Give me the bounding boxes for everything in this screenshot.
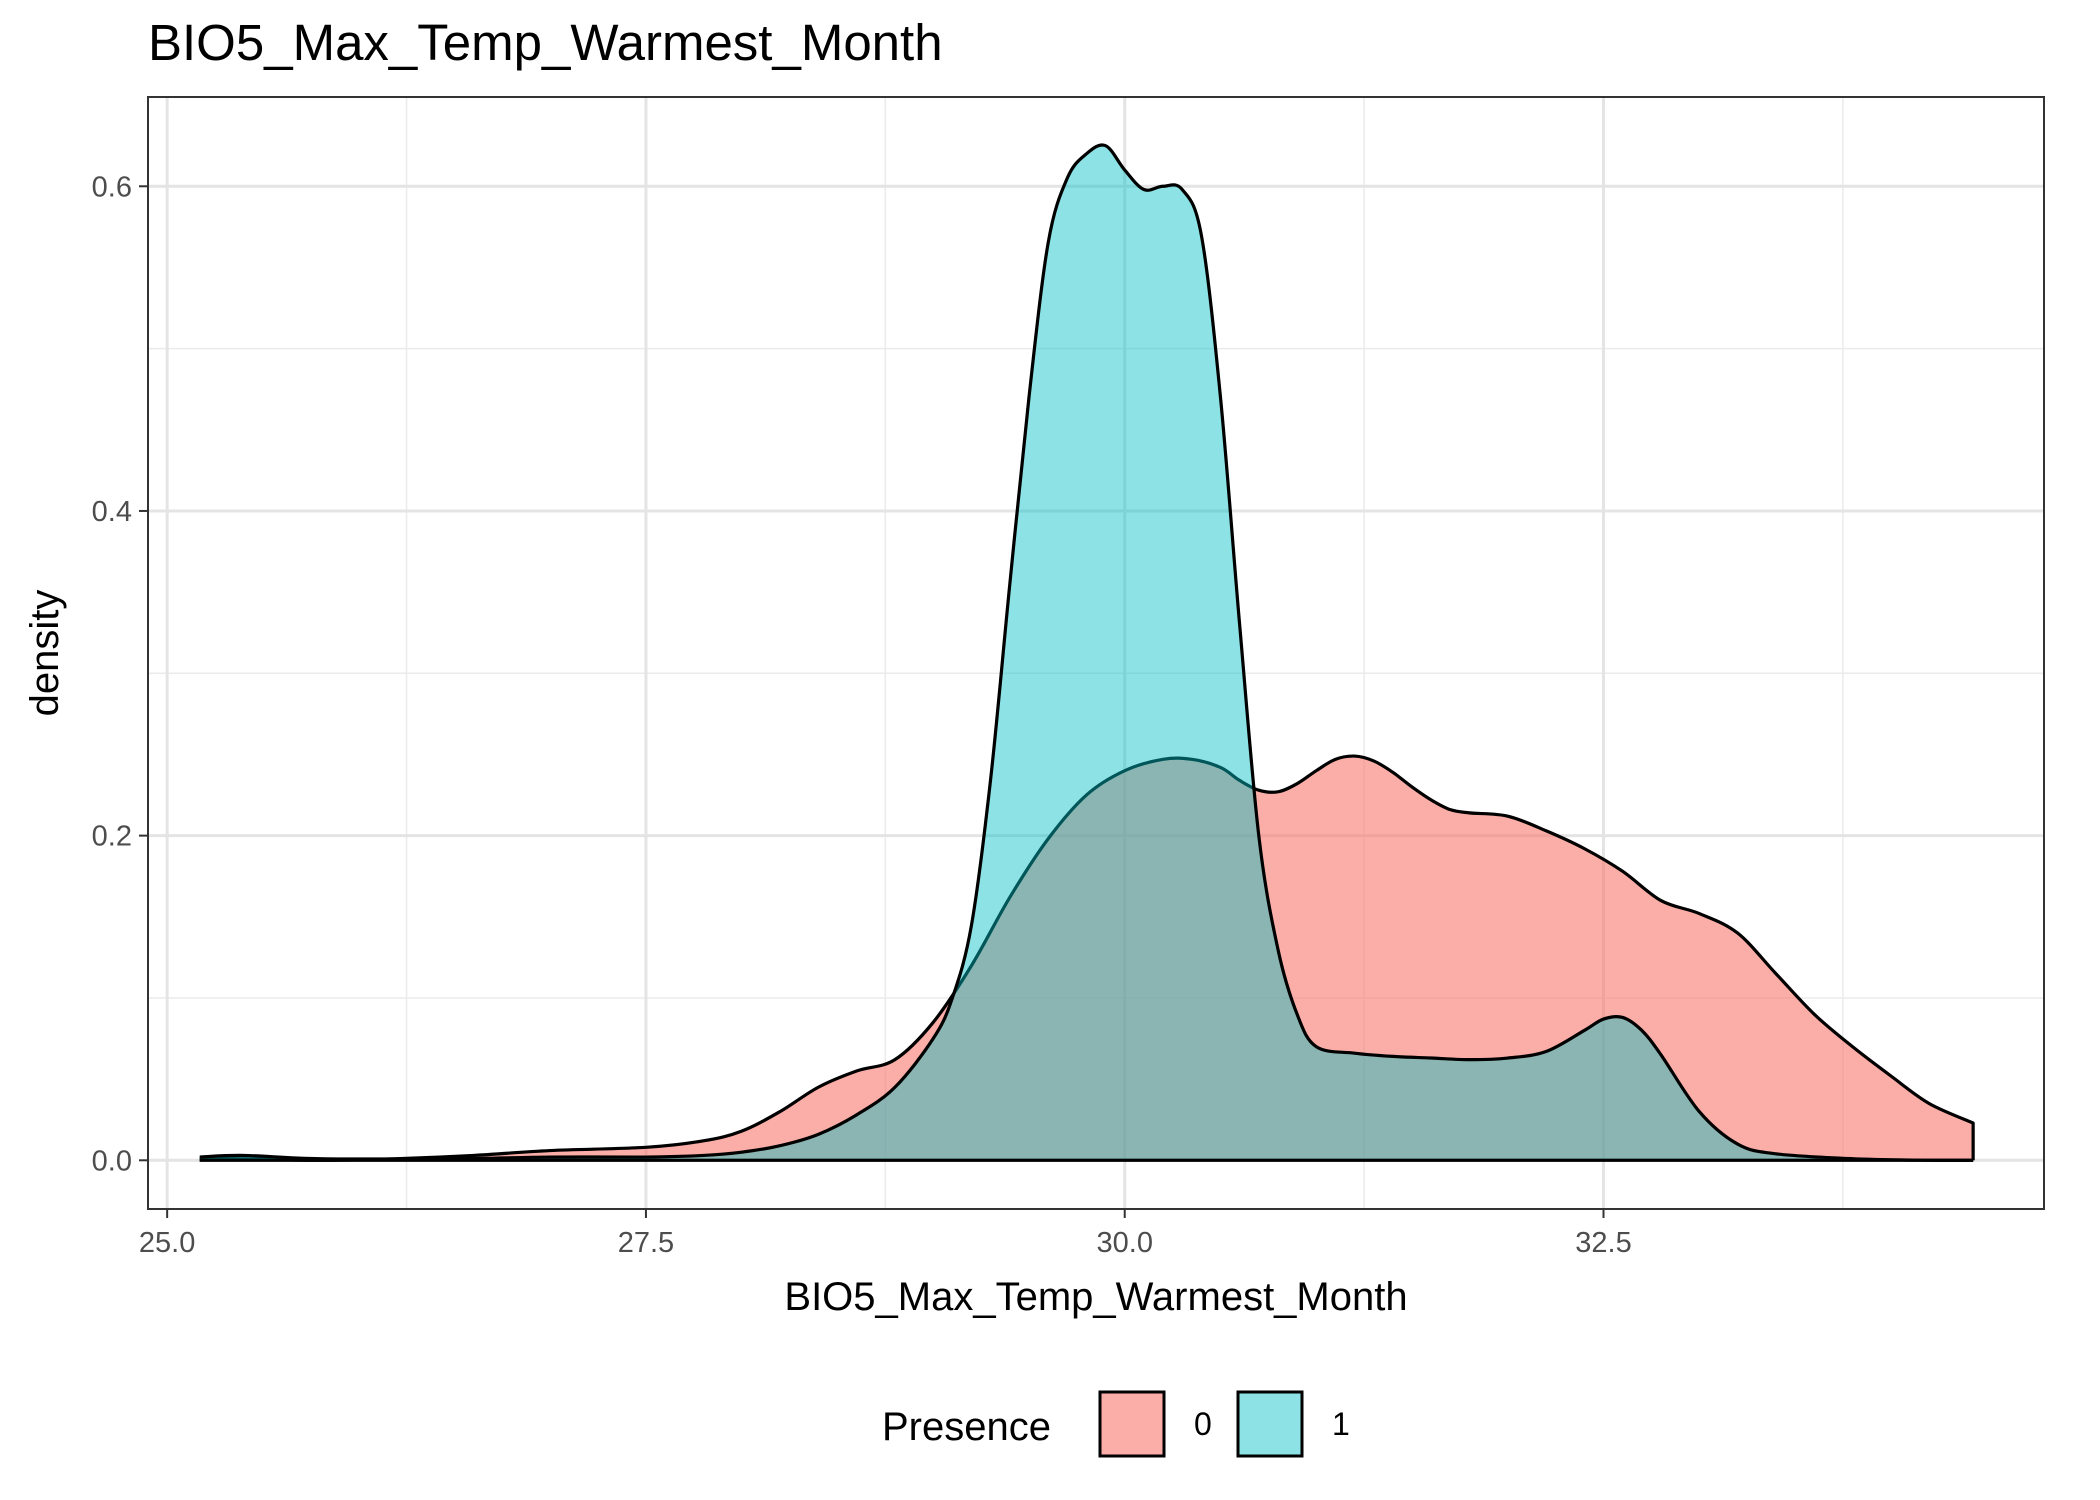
y-tick-label: 0.2 <box>92 821 132 853</box>
chart-title: BIO5_Max_Temp_Warmest_Month <box>148 14 943 71</box>
density-area-presence-1 <box>199 144 1974 1161</box>
x-tick-label: 25.0 <box>139 1227 195 1259</box>
density-series <box>199 143 1975 1163</box>
plot-border <box>147 96 2045 1210</box>
density-curve-presence-0 <box>199 754 1975 1162</box>
legend: Presence 0 1 <box>882 1390 1350 1458</box>
y-tick-label: 0.0 <box>92 1145 132 1177</box>
density-curve-presence-1 <box>199 143 1974 1163</box>
legend-label-1: 1 <box>1332 1406 1350 1442</box>
y-axis-title: density <box>23 590 67 717</box>
x-tick-label: 30.0 <box>1097 1227 1153 1259</box>
x-axis: 25.0 27.5 30.0 32.5 <box>139 1209 1632 1259</box>
x-axis-title: BIO5_Max_Temp_Warmest_Month <box>784 1275 1407 1319</box>
minor-grid <box>148 97 2044 1209</box>
y-axis: 0.0 0.2 0.4 0.6 <box>92 171 148 1177</box>
x-tick-label: 27.5 <box>618 1227 674 1259</box>
y-tick-label: 0.4 <box>92 496 132 528</box>
y-tick-label: 0.6 <box>92 171 132 203</box>
legend-key-1 <box>1236 1390 1304 1458</box>
x-tick-label: 32.5 <box>1575 1227 1631 1259</box>
density-area-presence-0 <box>199 756 1974 1161</box>
legend-label-0: 0 <box>1194 1406 1212 1442</box>
legend-key-0 <box>1098 1390 1166 1458</box>
legend-title: Presence <box>882 1405 1051 1449</box>
